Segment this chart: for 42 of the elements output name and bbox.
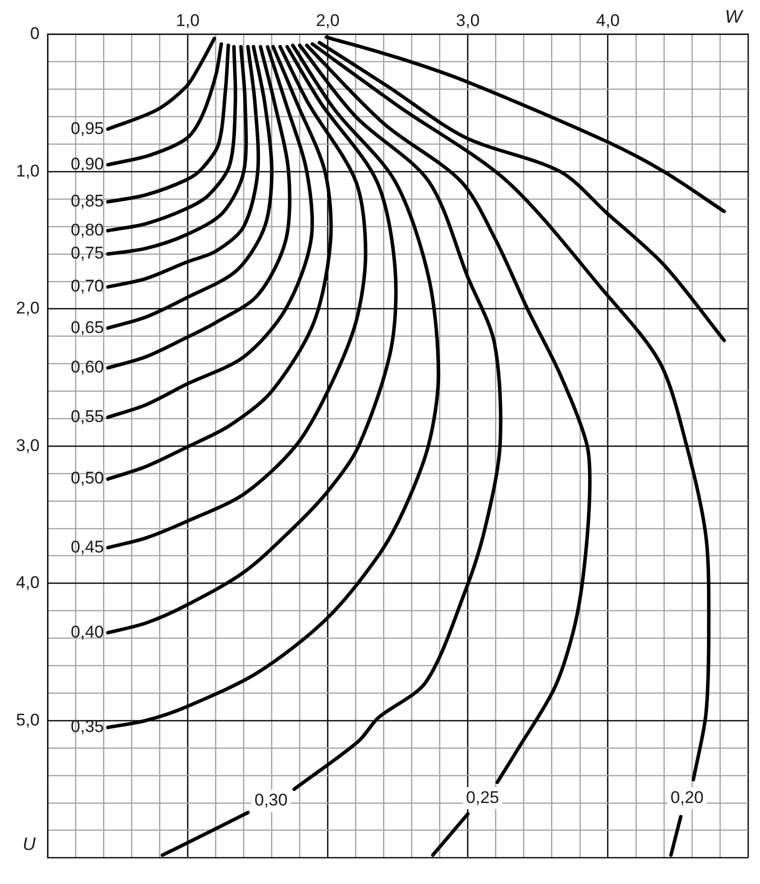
x-tick-label: 2,0: [316, 10, 340, 30]
x-tick-label: 3,0: [456, 10, 480, 30]
series-label: 0,45: [70, 537, 104, 556]
series-label: 0,40: [70, 622, 104, 642]
y-tick-label: 4,0: [16, 573, 40, 592]
line-series: [106, 45, 238, 232]
line-series: [106, 45, 368, 550]
series-label: 0,55: [70, 406, 104, 426]
x-tick-label: 1,0: [176, 10, 200, 30]
series-label: 0,70: [70, 276, 104, 296]
y-tick-label: 0: [30, 24, 40, 44]
series-label: 0,65: [70, 318, 104, 337]
series-label: 0,20: [670, 788, 704, 807]
series-label: 0,60: [70, 358, 104, 377]
line-series: [106, 45, 274, 330]
line-series: [106, 45, 333, 481]
x-tick-label: 4,0: [596, 10, 620, 30]
line-series: [106, 44, 440, 730]
x-axis-title: W: [725, 6, 744, 26]
y-tick-label: 3,0: [16, 436, 40, 455]
series-label: 0,25: [466, 788, 500, 807]
line-series: [106, 45, 398, 634]
line-series: [318, 40, 726, 342]
line-series: [106, 36, 216, 131]
series-label: 0,85: [70, 192, 104, 211]
line-series: [106, 45, 314, 420]
y-tick-label: 5,0: [16, 710, 40, 730]
y-tick-label: 1,0: [16, 161, 40, 180]
series-label: 0,80: [70, 220, 104, 240]
series-label: 0,90: [70, 154, 104, 174]
line-series: [106, 45, 248, 256]
line-series: [106, 44, 230, 204]
series-label: 0,75: [70, 244, 104, 263]
y-axis-title: U: [22, 834, 37, 854]
line-series: [106, 42, 224, 167]
y-tick-label: 2,0: [16, 298, 40, 318]
line-series: [106, 45, 292, 370]
series-label: 0,95: [70, 118, 104, 138]
line-series: [106, 45, 260, 289]
line-series: [324, 35, 726, 214]
series-label: 0,50: [70, 468, 104, 488]
series-label: 0,30: [254, 790, 288, 810]
